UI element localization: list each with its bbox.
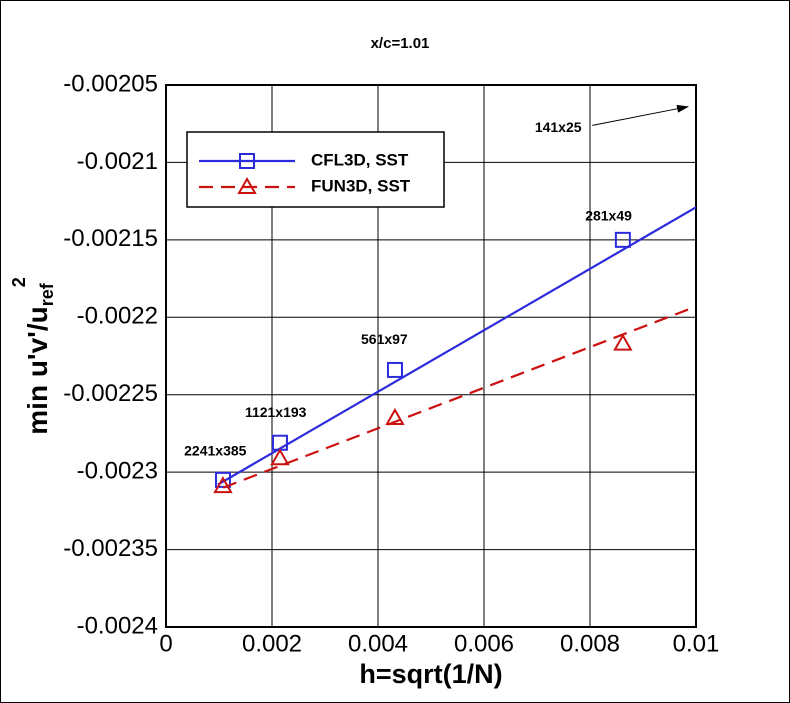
annotation: 1121x193 [245,404,307,420]
legend-marker [237,176,257,194]
marker [386,361,403,378]
marker [385,407,405,425]
fit-line [217,206,697,486]
legend-box [186,131,445,208]
x-tick-label: 0.006 [454,630,514,657]
marker [614,231,631,248]
x-tick-label: 0.01 [673,630,720,657]
marker [270,448,290,466]
plot-frame [165,84,697,628]
y-tick-label: -0.0021 [77,148,158,175]
y-label-sub: ref [37,282,57,306]
x-tick-label: 0.002 [242,630,302,657]
x-tick-label: 0 [159,630,172,657]
fit-line [222,308,689,489]
y-tick-label: -0.0023 [77,457,158,484]
x-tick-label: 0.004 [348,630,408,657]
y-tick-label: -0.0022 [77,303,158,330]
y-tick-label: -0.00205 [63,70,158,97]
annotation-arrow [592,104,690,126]
y-tick-label: -0.0024 [77,612,158,639]
annotation: 2241x385 [184,443,247,459]
x-tick-label: 0.008 [560,630,620,657]
annotation: 281x49 [585,207,632,223]
y-tick-label: -0.00225 [63,380,158,407]
y-label-sup: 2 [9,277,29,287]
marker [613,333,633,351]
y-tick-label: -0.00235 [63,535,158,562]
legend-label: FUN3D, SST [311,176,411,195]
x-axis-label: h=sqrt(1/N) [359,659,502,689]
chart-title: x/c=1.01 [371,35,430,52]
annotation: 561x97 [361,331,408,347]
marker [213,476,233,494]
y-label-main: min u'v'/u [22,306,53,434]
legend-label: CFL3D, SST [311,150,409,169]
y-axis-label: min u'v'/uref 2 [9,277,57,434]
legend-marker [239,153,255,169]
y-tick-label: -0.00215 [63,225,158,252]
annotation: 141x25 [535,119,582,135]
